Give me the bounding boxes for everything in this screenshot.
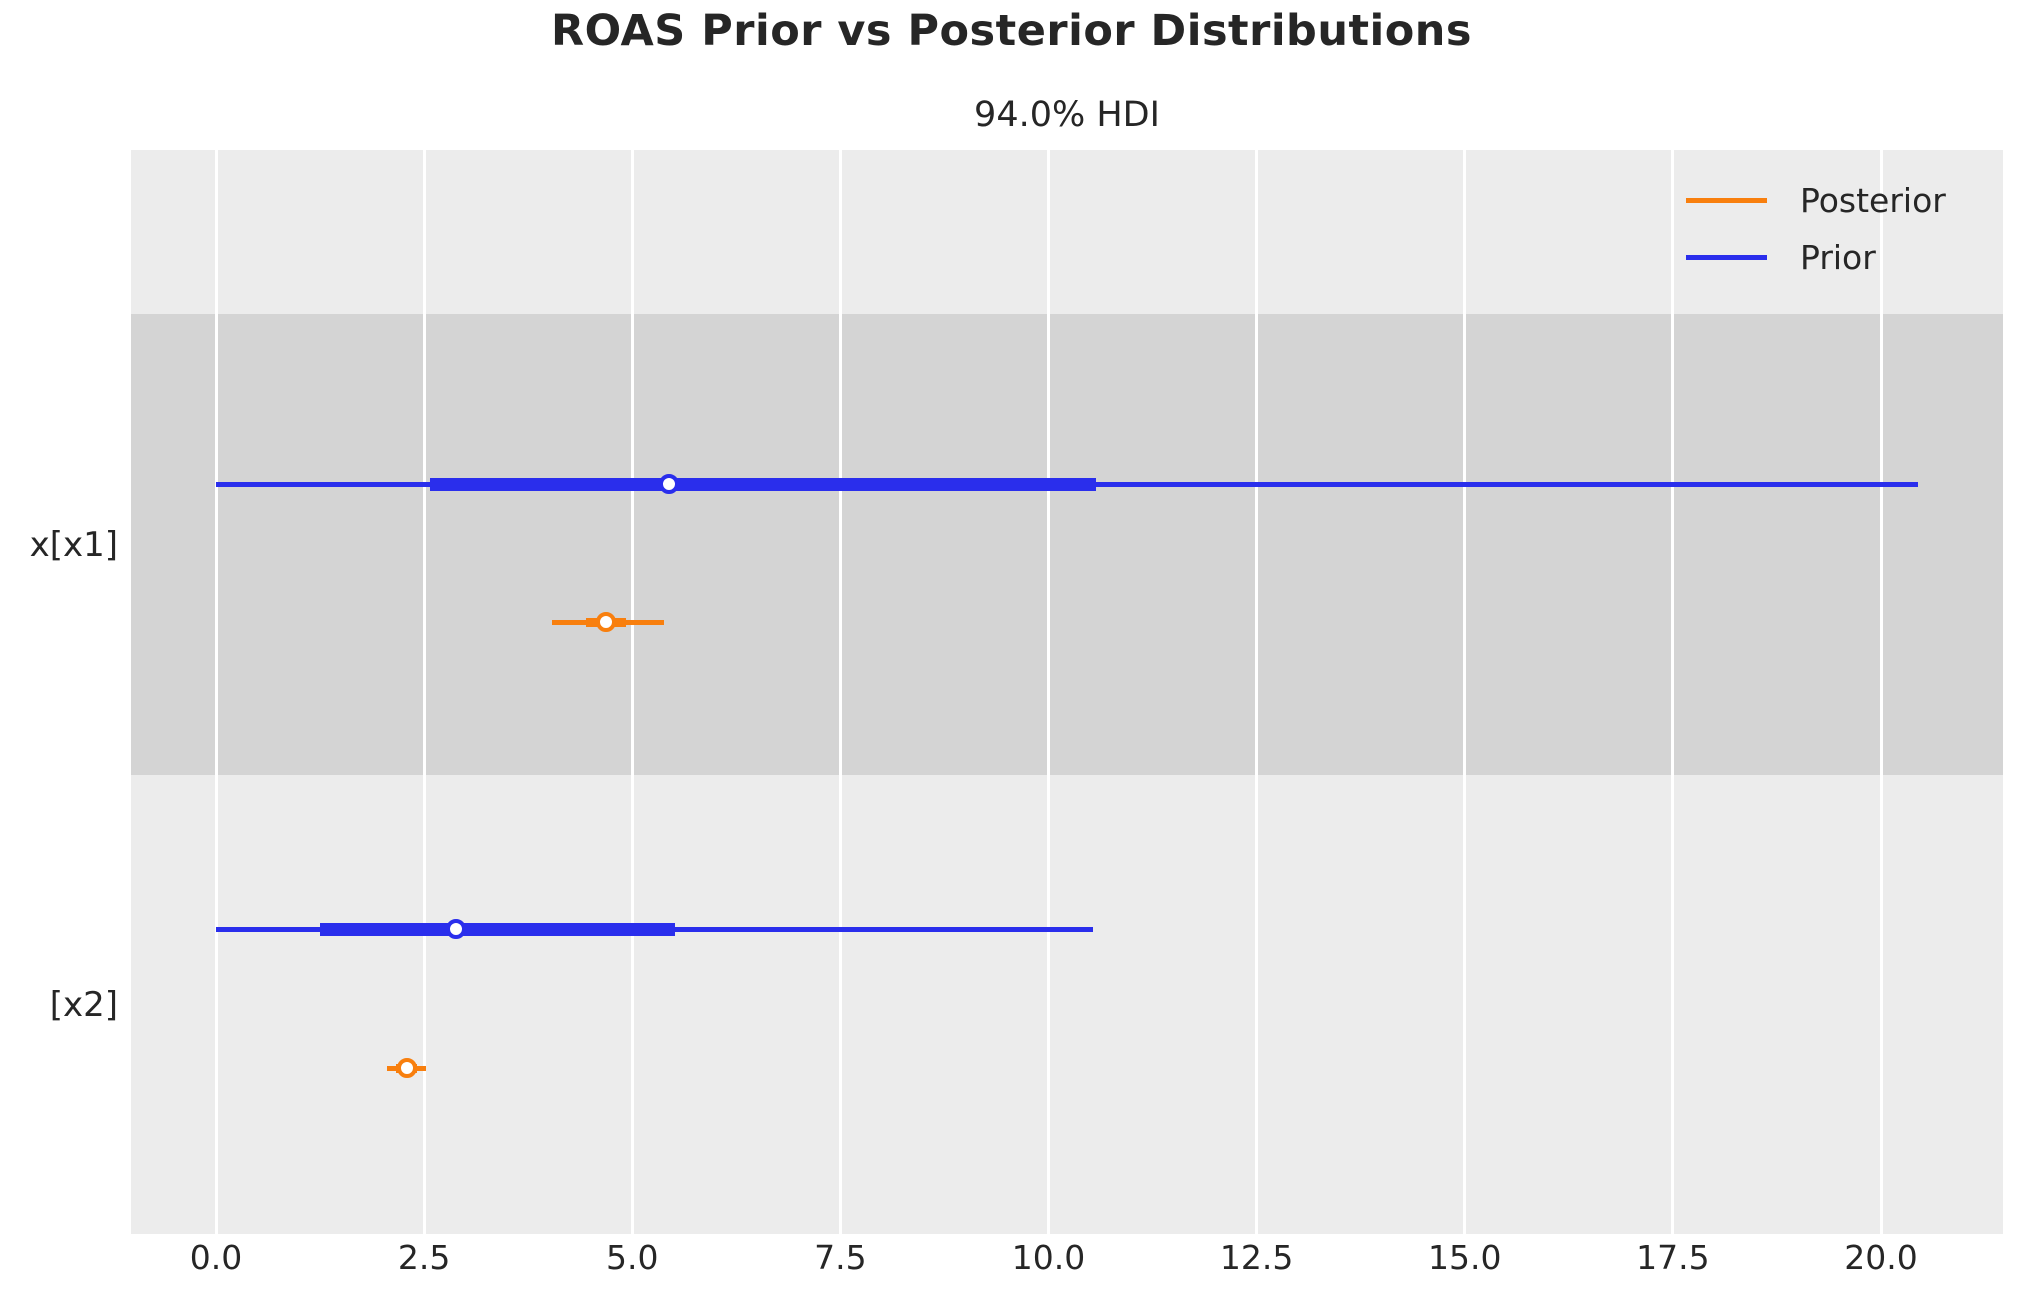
- row-band: [131, 775, 2003, 1234]
- prior-iqr-line: [429, 477, 1096, 491]
- y-axis-label: [x2]: [49, 984, 118, 1025]
- x-tick-label: 17.5: [1636, 1238, 1710, 1277]
- x-gridline: [1879, 150, 1883, 1234]
- x-gridline: [838, 150, 842, 1234]
- legend-label-prior: Prior: [1800, 238, 1876, 277]
- prior-line-icon: [1686, 255, 1767, 260]
- legend-row-prior: Prior: [1686, 229, 1946, 286]
- x-gridline: [422, 150, 426, 1234]
- posterior-line-icon: [1686, 198, 1767, 203]
- x-gridline: [1671, 150, 1675, 1234]
- figure-title: ROAS Prior vs Posterior Distributions: [551, 6, 1472, 56]
- hdi-subtitle: 94.0% HDI: [974, 95, 1160, 135]
- prior-median-dot: [658, 474, 679, 494]
- legend-label-posterior: Posterior: [1800, 181, 1946, 220]
- posterior-median-dot: [596, 612, 617, 632]
- row-band-shaded: [131, 314, 2003, 775]
- y-axis-label: x[x1]: [29, 524, 118, 565]
- plot-area: [131, 150, 2003, 1234]
- x-tick-label: 5.0: [606, 1238, 659, 1277]
- legend-row-posterior: Posterior: [1686, 172, 1946, 229]
- x-tick-label: 10.0: [1011, 1238, 1086, 1277]
- prior-median-dot: [445, 919, 466, 939]
- x-tick-label: 0.0: [189, 1238, 243, 1277]
- x-tick-label: 12.5: [1219, 1238, 1294, 1277]
- x-tick-label: 7.5: [814, 1238, 867, 1277]
- x-gridline: [1047, 150, 1050, 1234]
- x-gridline: [630, 150, 634, 1234]
- posterior-median-dot: [396, 1058, 417, 1078]
- prior-iqr-line: [320, 922, 675, 936]
- x-tick-label: 15.0: [1428, 1238, 1502, 1277]
- x-gridline: [1255, 150, 1259, 1234]
- x-tick-label: 2.5: [397, 1238, 451, 1277]
- x-gridline: [1463, 150, 1467, 1234]
- legend: Posterior Prior: [1686, 172, 1946, 286]
- x-gridline: [214, 150, 218, 1234]
- x-tick-label: 20.0: [1844, 1238, 1918, 1277]
